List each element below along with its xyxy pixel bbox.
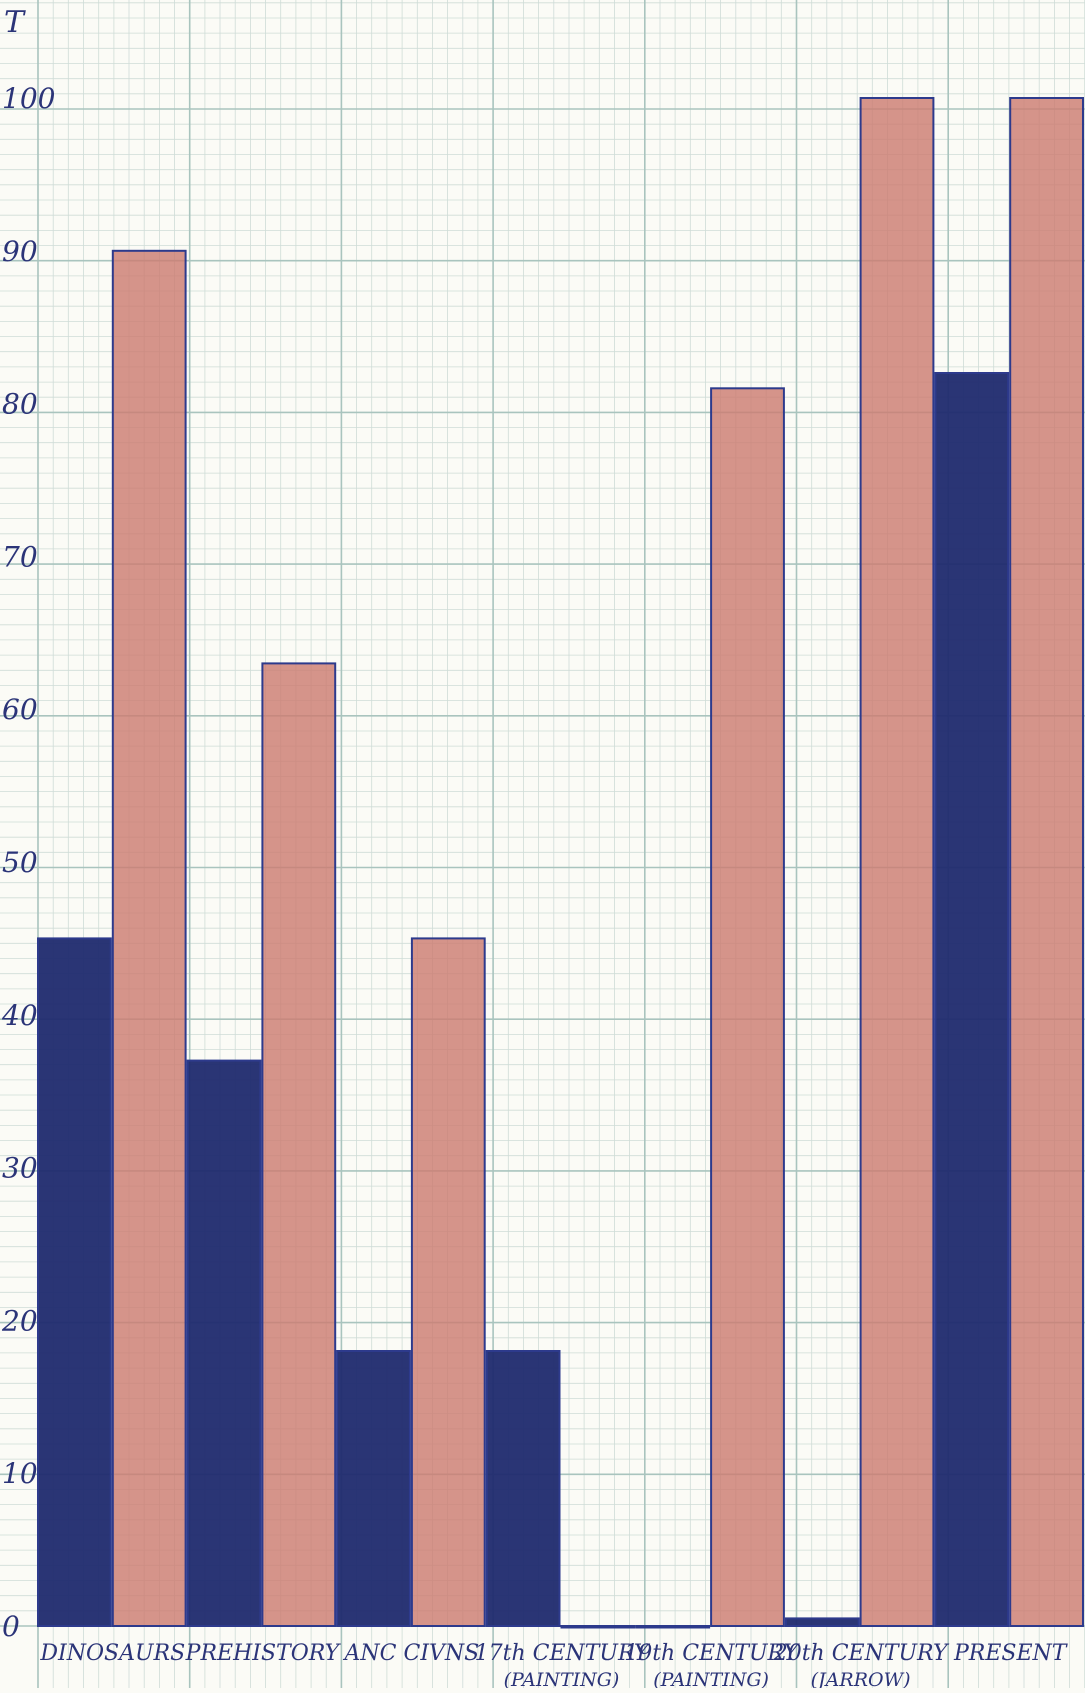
- y-tick-labels: 0 10 20 30 40 50 60 70 80 90 100: [1, 82, 55, 1643]
- bar-series-2-category-7: [1009, 97, 1085, 1627]
- bar-series-1-category-5: [635, 1625, 711, 1629]
- y-tick-label: 90: [2, 235, 38, 268]
- bar-series-1-category-3: [336, 1350, 411, 1627]
- bar-series-2-category-5: [710, 387, 785, 1627]
- bar-series-2-category-4: [560, 1625, 636, 1629]
- x-tick-label: (JARROW): [811, 1669, 911, 1688]
- x-tick-label: 17th CENTURY: [475, 1641, 651, 1666]
- x-tick-label: PREHISTORY: [185, 1641, 342, 1666]
- bar-series-1-category-7: [934, 372, 1010, 1627]
- y-tick-label: 80: [2, 388, 38, 421]
- y-tick-label: 70: [2, 540, 38, 573]
- y-tick-label: 100: [2, 82, 55, 115]
- x-tick-label: DINOSAURS: [39, 1641, 185, 1666]
- bars: [37, 97, 1085, 1629]
- y-axis-label-fragment: T: [4, 5, 26, 40]
- x-tick-label: 19th CENTURY: [624, 1641, 800, 1666]
- y-tick-label: 30: [2, 1152, 38, 1185]
- x-tick-label: (PAINTING): [504, 1669, 620, 1688]
- x-tick-label: (PAINTING): [653, 1669, 769, 1688]
- x-tick-label: 20th CENTURY: [773, 1641, 950, 1666]
- bar-series-1-category-4: [485, 1350, 561, 1627]
- bar-series-2-category-3: [410, 937, 486, 1627]
- y-tick-label: 50: [2, 846, 38, 879]
- bar-series-1-category-1: [37, 937, 112, 1627]
- x-tick-label: PRESENT: [953, 1641, 1069, 1666]
- y-tick-label: 10: [2, 1457, 38, 1490]
- bar-series-1-category-6: [784, 1617, 860, 1628]
- y-tick-label: 40: [1, 999, 38, 1032]
- bar-series-2-category-1: [111, 249, 187, 1627]
- y-tick-label: 60: [2, 693, 38, 726]
- bar-series-2-category-6: [859, 97, 935, 1627]
- x-tick-label: ANC CIVNS: [343, 1641, 480, 1666]
- y-tick-label: 20: [1, 1304, 38, 1337]
- y-tick-label: 0: [2, 1610, 20, 1643]
- bar-series-2-category-2: [261, 662, 337, 1627]
- bar-series-1-category-2: [186, 1059, 262, 1627]
